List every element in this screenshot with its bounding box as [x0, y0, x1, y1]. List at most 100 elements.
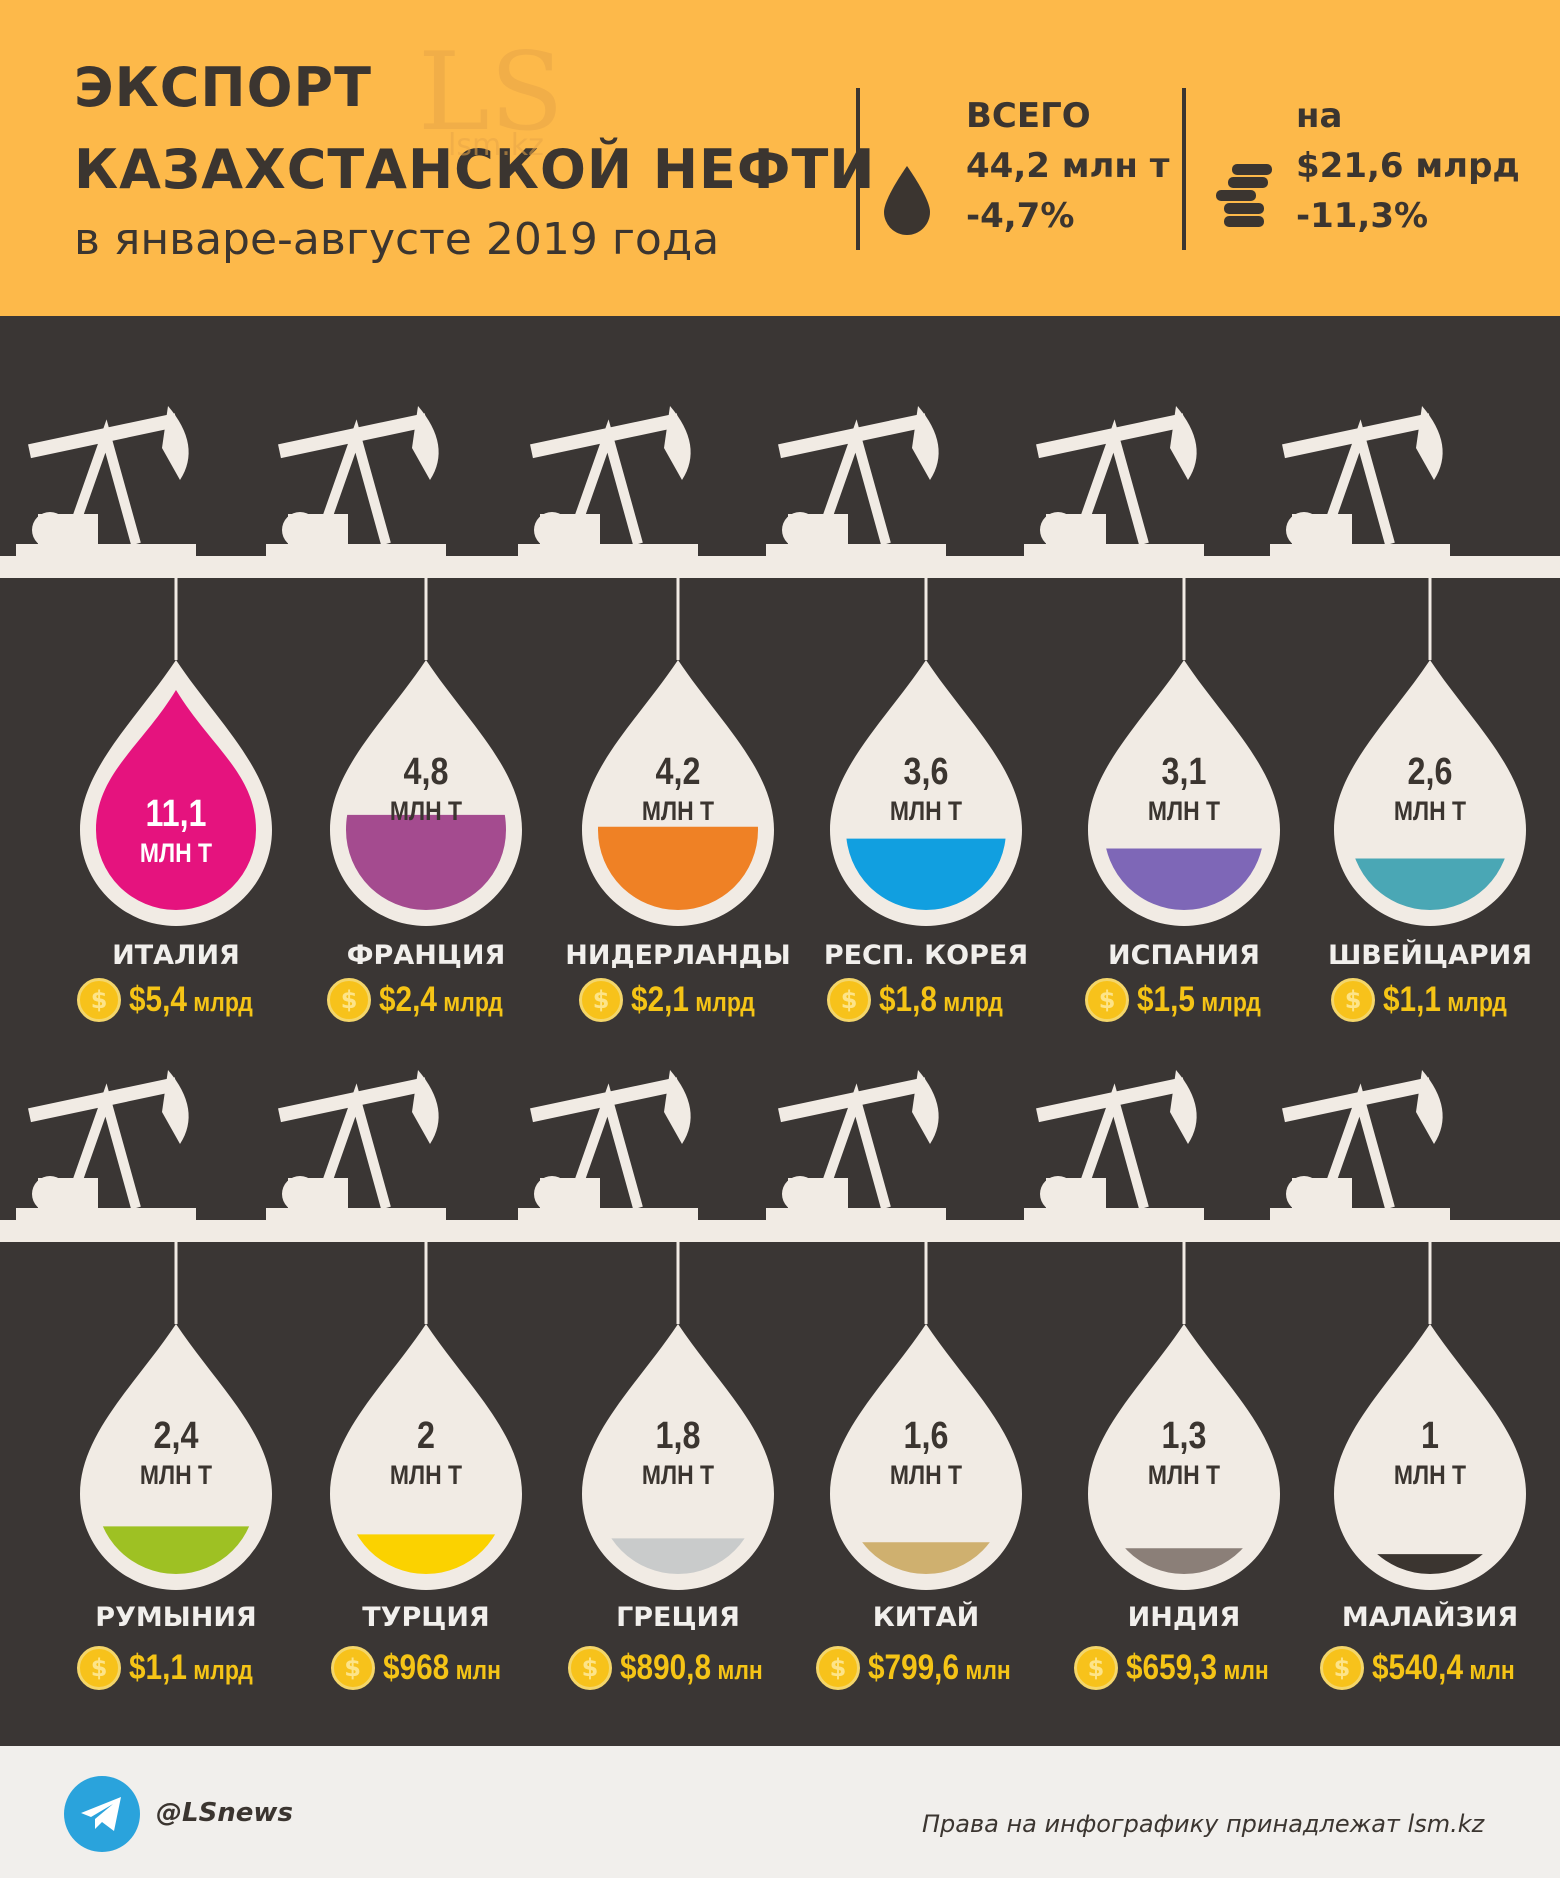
value-amount: $659,3	[1126, 1648, 1218, 1687]
pump-jack-icon	[1270, 1070, 1450, 1222]
copyright-text: Права на инфографику принадлежат lsm.kz	[922, 1810, 1485, 1838]
value-amount: $1,1	[129, 1648, 188, 1687]
worth-label: на	[1296, 96, 1343, 136]
export-value: $ $968 млн	[301, 1646, 551, 1690]
volume-unit: МЛН Т	[890, 796, 963, 826]
export-value-text: $5,4 млрд	[129, 980, 253, 1020]
drop-shell	[1334, 1324, 1526, 1590]
dollar-coin-icon: $	[1320, 1646, 1364, 1690]
value-unit: млн	[1217, 1655, 1269, 1685]
country-name: ИСПАНИЯ	[1108, 940, 1260, 971]
export-value: $ $1,5 млрд	[1059, 978, 1309, 1022]
export-value: $ $2,1 млрд	[553, 978, 803, 1022]
pump-jack-icon	[266, 1070, 446, 1222]
pump-jack-icon	[1024, 1070, 1204, 1222]
export-value: $ $1,8 млрд	[801, 978, 1051, 1022]
dollar-coin-icon: $	[327, 978, 372, 1022]
export-value-text: $799,6 млн	[868, 1648, 1011, 1688]
volume-label: 4,2	[656, 751, 701, 793]
worth-change: -11,3%	[1296, 196, 1429, 236]
value-unit: млрд	[187, 1655, 254, 1685]
value-unit: млн	[1463, 1655, 1515, 1685]
value-amount: $799,6	[868, 1648, 960, 1687]
volume-unit: МЛН Т	[1148, 796, 1221, 826]
drop-fill	[1125, 1548, 1243, 1574]
volume-unit: МЛН Т	[890, 1460, 963, 1490]
volume-unit: МЛН Т	[642, 796, 715, 826]
value-amount: $2,1	[631, 980, 690, 1019]
export-value-text: $890,8 млн	[620, 1648, 763, 1688]
drop-fill	[346, 814, 506, 910]
divider-2	[1182, 88, 1186, 250]
telegram-icon[interactable]	[64, 1776, 140, 1852]
dollar-coin-icon: $	[1085, 978, 1130, 1022]
worth-value: $21,6 млрд	[1296, 146, 1520, 186]
export-value-text: $968 млн	[383, 1648, 501, 1688]
country-name: МАЛАЙЗИЯ	[1341, 1602, 1519, 1633]
volume-label: 11,1	[145, 793, 206, 835]
country-name: ИТАЛИЯ	[112, 940, 240, 971]
value-unit: млрд	[437, 987, 504, 1017]
export-value: $ $2,4 млрд	[301, 978, 551, 1022]
value-amount: $540,4	[1372, 1648, 1464, 1687]
title-line2: КАЗАХСТАНСКОЙ НЕФТИ	[74, 138, 876, 201]
dollar-coin-icon: $	[579, 978, 624, 1022]
header-banner: ЭКСПОРТ КАЗАХСТАНСКОЙ НЕФТИ в январе-авг…	[0, 0, 1560, 316]
pump-jack-icon	[766, 406, 946, 558]
volume-label: 1,8	[656, 1415, 701, 1457]
volume-label: 2,6	[1408, 751, 1453, 793]
total-label: ВСЕГО	[966, 96, 1091, 136]
volume-label: 4,8	[404, 751, 449, 793]
drop-fill	[102, 1526, 250, 1574]
export-value-text: $540,4 млн	[1372, 1648, 1515, 1688]
country-name: НИДЕРЛАНДЫ	[565, 940, 791, 971]
value-amount: $5,4	[129, 980, 188, 1019]
dollar-coin-icon: $	[77, 978, 122, 1022]
dollar-coin-icon: $	[568, 1646, 612, 1690]
drop-fill	[96, 690, 256, 910]
volume-label: 2,4	[154, 1415, 199, 1457]
watermark-site: lsm.kz	[448, 128, 544, 163]
export-value: $ $1,1 млрд	[51, 1646, 301, 1690]
dollar-coin-icon: $	[330, 1646, 375, 1690]
export-value-text: $2,4 млрд	[379, 980, 503, 1020]
export-value-text: $1,8 млрд	[879, 980, 1003, 1020]
volume-unit: МЛН Т	[140, 838, 213, 868]
export-value: $ $5,4 млрд	[51, 978, 301, 1022]
drop-fill	[846, 838, 1006, 910]
export-value-text: $1,1 млрд	[1383, 980, 1507, 1020]
country-name: РУМЫНИЯ	[95, 1602, 257, 1633]
oil-drop-icon	[884, 166, 930, 235]
country-name: РЕСП. КОРЕЯ	[823, 940, 1029, 971]
drop-shell	[582, 1324, 774, 1590]
country-name: ИНДИЯ	[1127, 1602, 1241, 1633]
export-value-text: $659,3 млн	[1126, 1648, 1269, 1688]
telegram-handle[interactable]: @LSnews	[156, 1798, 293, 1828]
volume-unit: МЛН Т	[390, 1460, 463, 1490]
value-unit: млрд	[1441, 987, 1508, 1017]
volume-label: 3,6	[904, 751, 949, 793]
drop-shell	[1088, 1324, 1280, 1590]
drop-shell	[80, 1324, 272, 1590]
country-name: ШВЕЙЦАРИЯ	[1327, 940, 1533, 971]
export-value: $ $890,8 млн	[553, 1646, 803, 1690]
value-unit: млн	[959, 1655, 1011, 1685]
export-value-text: $1,1 млрд	[129, 1648, 253, 1688]
value-unit: млрд	[187, 987, 254, 1017]
value-unit: млрд	[1195, 987, 1262, 1017]
volume-unit: МЛН Т	[1394, 1460, 1467, 1490]
volume-label: 1	[1421, 1415, 1439, 1457]
value-amount: $1,5	[1137, 980, 1196, 1019]
total-change: -4,7%	[966, 196, 1075, 236]
volume-label: 2	[417, 1415, 435, 1457]
pump-jack-icon	[518, 406, 698, 558]
footer	[0, 1746, 1560, 1878]
export-value: $ $659,3 млн	[1059, 1646, 1309, 1690]
